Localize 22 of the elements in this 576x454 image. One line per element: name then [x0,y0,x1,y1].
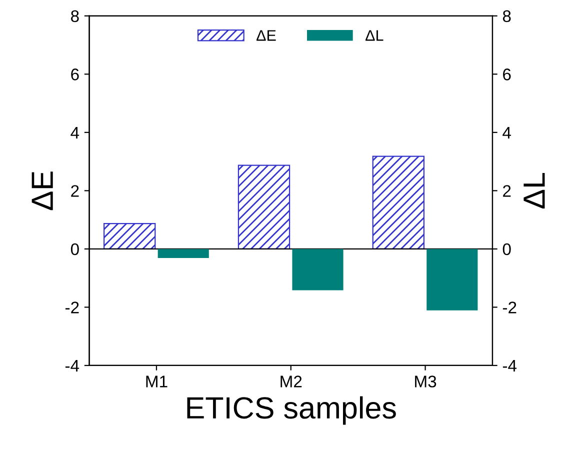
y2-tick-label: 8 [502,10,511,22]
y-tick-label: 6 [71,68,79,80]
y2-tick-label: 4 [502,126,511,138]
y-axis-title: ΔE [32,172,53,210]
x-tick-label: M3 [415,376,436,388]
y2-axis-title: ΔL [524,172,545,208]
x-tick-label: M2 [280,376,302,388]
y2-tick-label: -2 [502,302,516,314]
y2-tick-label: 6 [503,68,511,80]
legend-label: ΔE [256,30,276,41]
y-tick-label: 4 [70,126,80,138]
y-tick-label: -2 [65,302,79,314]
y-tick-label: -4 [65,360,80,372]
y-tick-label: 2 [71,185,79,197]
x-tick-label: M1 [146,376,168,388]
y2-tick-label: 0 [502,243,511,256]
y-tick-label: 8 [71,10,79,22]
y2-tick-label: -4 [502,360,517,372]
legend-label: ΔL [366,30,384,41]
x-axis-title: ETICS samples [187,396,396,425]
y-tick-label: 0 [70,243,79,256]
y2-tick-label: 2 [503,185,511,197]
